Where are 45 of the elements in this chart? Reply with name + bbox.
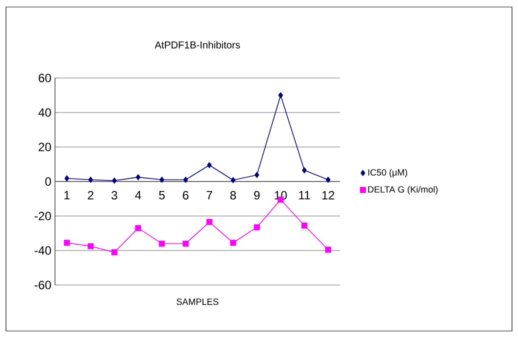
x-tick-label: 6 (182, 191, 188, 200)
x-axis-title: SAMPLES (176, 298, 218, 305)
y-tick-label: -20 (34, 212, 52, 220)
point (64, 175, 70, 182)
point (182, 240, 189, 247)
y-tick-label: -60 (34, 280, 52, 290)
point (326, 176, 330, 183)
y-tick-label: 0 (45, 177, 52, 186)
point (278, 92, 283, 98)
x-tick-label: 3 (111, 191, 118, 200)
x-tick-label: 1 (64, 191, 70, 200)
x-tick-label: 8 (230, 191, 236, 200)
point (325, 246, 332, 253)
point (158, 240, 165, 247)
legend-label: DELTA G (Ki/mol) (368, 186, 438, 194)
point (160, 176, 164, 183)
point (88, 243, 94, 250)
x-tick-label: 12 (322, 191, 334, 200)
point (111, 249, 118, 256)
point (88, 176, 93, 183)
y-tick-label: 60 (38, 74, 52, 82)
point (301, 222, 308, 228)
x-tick-label: 7 (206, 191, 212, 200)
point (254, 224, 260, 230)
point (136, 174, 140, 180)
point (135, 225, 142, 232)
point (302, 167, 307, 174)
x-tick-label: 4 (135, 191, 142, 200)
legend-label: IC50 (μM) (368, 168, 408, 178)
x-tick-label: 2 (88, 191, 94, 200)
x-tick-label: 5 (159, 191, 165, 200)
point (64, 240, 70, 246)
point (230, 240, 236, 246)
y-tick-label: -40 (34, 246, 52, 255)
y-tick-label: 20 (38, 142, 52, 152)
x-tick-label: 9 (254, 191, 260, 200)
point (207, 162, 212, 168)
point (206, 219, 212, 226)
point (183, 176, 188, 183)
point (254, 172, 260, 178)
chart-title: AtPDF1B-Inhibitors (154, 41, 240, 48)
point (112, 178, 117, 184)
y-tick-label: 40 (38, 108, 52, 117)
point (230, 177, 236, 184)
x-tick-label: 11 (299, 191, 310, 200)
